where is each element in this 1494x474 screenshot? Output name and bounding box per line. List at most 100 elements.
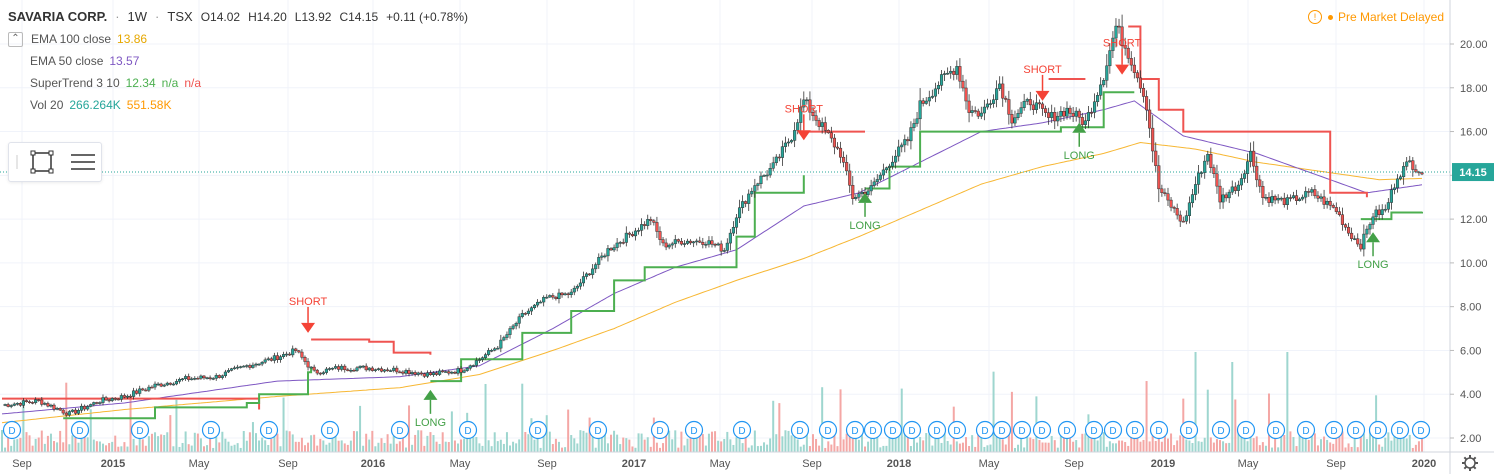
market-status[interactable]: ! Pre Market Delayed [1307, 10, 1444, 24]
dividend-icon[interactable]: D [130, 420, 150, 440]
volume-bar [619, 444, 622, 452]
candle [401, 370, 405, 376]
volume-bar [833, 431, 836, 452]
indicator-supertrend[interactable]: SuperTrend 3 10 12.34 n/a n/a [8, 72, 476, 94]
price-axis[interactable]: 2.004.006.008.0010.0012.0014.0016.0018.0… [1449, 0, 1494, 474]
candle [24, 399, 29, 403]
volume-bar [493, 432, 496, 452]
dividend-icon[interactable]: D [1149, 420, 1169, 440]
candle [1050, 104, 1054, 123]
candle [1040, 101, 1045, 116]
dividend-icon[interactable]: D [1324, 420, 1344, 440]
dividend-icon[interactable]: D [732, 420, 752, 440]
indicator-ema100[interactable]: ⌃ EMA 100 close 13.86 [8, 28, 476, 50]
collapse-chevron-icon[interactable]: ⌃ [8, 31, 23, 47]
list-settings-icon[interactable] [71, 154, 95, 170]
candle [575, 284, 579, 292]
symbol-name[interactable]: SAVARIA CORP. [8, 9, 108, 24]
candle [61, 408, 65, 416]
dividend-icon[interactable]: D [902, 420, 922, 440]
dividend-icon[interactable]: D [818, 420, 838, 440]
dividend-icon[interactable]: D [1103, 420, 1123, 440]
dividend-icon[interactable]: D [1296, 420, 1316, 440]
dividend-icon[interactable]: D [1179, 420, 1199, 440]
volume-bar [518, 439, 521, 452]
candle [499, 334, 503, 353]
dividend-icon[interactable]: D [1211, 420, 1231, 440]
dividend-icon[interactable]: D [201, 420, 221, 440]
dividend-icon[interactable]: D [863, 420, 883, 440]
dividend-icon[interactable]: D [1057, 420, 1077, 440]
candle [848, 163, 852, 193]
dividend-icon[interactable]: D [390, 420, 410, 440]
volume-bar [196, 433, 199, 452]
volume-bar [1277, 447, 1280, 452]
dividend-icon[interactable]: D [2, 420, 22, 440]
dividend-icon[interactable]: D [458, 420, 478, 440]
candle [964, 79, 968, 110]
dividend-icon[interactable]: D [320, 420, 340, 440]
volume-bar [628, 439, 631, 452]
dividend-icon[interactable]: D [1368, 420, 1388, 440]
long-signal: LONG [1064, 122, 1095, 162]
candle [588, 273, 592, 276]
volume-bar [1139, 441, 1142, 452]
volume-bar [622, 437, 625, 452]
volume-bar [1121, 440, 1124, 452]
candle [435, 370, 439, 376]
svg-text:D: D [136, 426, 143, 437]
dividend-icon[interactable]: D [588, 420, 608, 440]
dividend-icon[interactable]: D [1411, 420, 1431, 440]
dividend-icon[interactable]: D [992, 420, 1012, 440]
candle [1340, 207, 1344, 231]
dividend-icon[interactable]: D [947, 420, 967, 440]
volume-bar [1246, 441, 1249, 452]
dividend-icon[interactable]: D [883, 420, 903, 440]
volume-bar [763, 442, 766, 452]
volume-bar [340, 440, 343, 452]
dividend-icon[interactable]: D [845, 420, 865, 440]
gear-icon[interactable] [1462, 455, 1478, 471]
dividend-icon[interactable]: D [975, 420, 995, 440]
dividend-icon[interactable]: D [1125, 420, 1145, 440]
dividend-icon[interactable]: D [1084, 420, 1104, 440]
dividend-icon[interactable]: D [1266, 420, 1286, 440]
dividend-icon[interactable]: D [528, 420, 548, 440]
candle [988, 99, 993, 109]
candle [135, 388, 139, 395]
candle [83, 404, 87, 412]
indicator-volume[interactable]: Vol 20 266.264K 551.58K [8, 94, 476, 116]
dividend-icon[interactable]: D [1346, 420, 1366, 440]
volume-bar [1359, 430, 1362, 452]
y-tick-label: 4.00 [1460, 389, 1481, 401]
dividend-icon[interactable]: D [790, 420, 810, 440]
candle [392, 365, 396, 373]
candle [750, 187, 754, 197]
candle [236, 364, 240, 370]
dividend-icon[interactable]: D [1012, 420, 1032, 440]
dividend-icon[interactable]: D [684, 420, 704, 440]
candle [765, 170, 769, 181]
dividend-icon[interactable]: D [927, 420, 947, 440]
volume-bar [138, 438, 141, 452]
volume-bar [799, 446, 802, 452]
time-axis[interactable]: Sep 2015 May Sep 2016 May Sep 2017 May Sep 2018 May… [0, 451, 1494, 470]
dividend-icon[interactable]: D [259, 420, 279, 440]
dividend-icon[interactable]: D [650, 420, 670, 440]
indicator-ema50[interactable]: EMA 50 close 13.57 [8, 50, 476, 72]
interval[interactable]: 1W [127, 9, 148, 24]
dividend-icon[interactable]: D [1390, 420, 1410, 440]
short-signal: SHORT [289, 296, 327, 333]
candle [725, 238, 729, 254]
dividend-icon[interactable]: D [1236, 420, 1256, 440]
volume-bar [949, 444, 952, 452]
candle [1337, 206, 1341, 217]
volume-bar [1145, 381, 1148, 452]
y-tick-label: 20.00 [1460, 39, 1488, 51]
volume-bar [1215, 439, 1218, 452]
rectangle-tool-icon[interactable] [30, 150, 54, 174]
dividend-icon[interactable]: D [70, 420, 90, 440]
short-signal: SHORT [785, 103, 823, 141]
dividend-icon[interactable]: D [1032, 420, 1052, 440]
